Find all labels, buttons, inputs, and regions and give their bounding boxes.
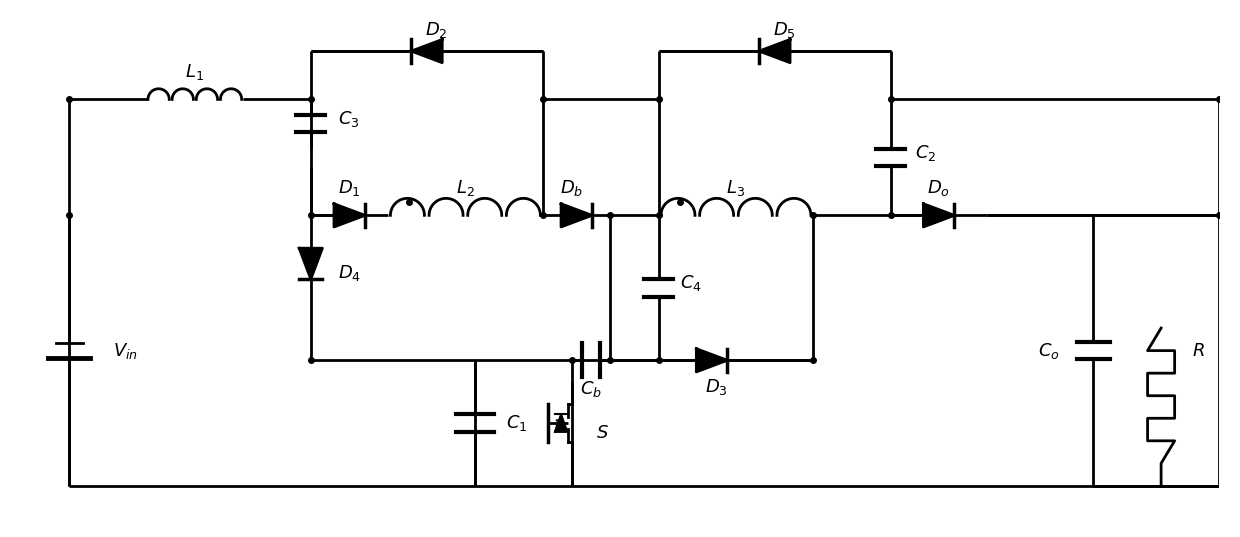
Text: $D_o$: $D_o$: [928, 178, 950, 198]
Text: $L_3$: $L_3$: [727, 178, 745, 198]
Polygon shape: [924, 204, 955, 227]
Text: $C_2$: $C_2$: [915, 142, 936, 163]
Text: $C_4$: $C_4$: [680, 273, 702, 293]
Text: $D_2$: $D_2$: [425, 20, 448, 40]
Polygon shape: [560, 204, 591, 227]
Text: $D_3$: $D_3$: [706, 378, 728, 397]
Polygon shape: [697, 349, 727, 372]
Text: $D_b$: $D_b$: [560, 178, 583, 198]
Polygon shape: [334, 204, 365, 227]
Text: $L_1$: $L_1$: [186, 62, 205, 82]
Polygon shape: [412, 40, 443, 63]
Text: $C_1$: $C_1$: [506, 413, 527, 433]
Polygon shape: [759, 40, 790, 63]
Text: $R$: $R$: [1192, 342, 1205, 360]
Text: $C_o$: $C_o$: [1038, 340, 1060, 361]
Text: $L_2$: $L_2$: [456, 178, 475, 198]
Polygon shape: [556, 415, 567, 432]
Text: $C_b$: $C_b$: [580, 379, 601, 400]
Polygon shape: [299, 248, 322, 279]
Text: $D_1$: $D_1$: [339, 178, 361, 198]
Text: $S$: $S$: [596, 424, 609, 442]
Text: $C_3$: $C_3$: [337, 108, 360, 129]
Text: $D_5$: $D_5$: [773, 20, 796, 40]
Text: $D_4$: $D_4$: [337, 263, 361, 284]
Text: $V_{in}$: $V_{in}$: [113, 340, 138, 361]
